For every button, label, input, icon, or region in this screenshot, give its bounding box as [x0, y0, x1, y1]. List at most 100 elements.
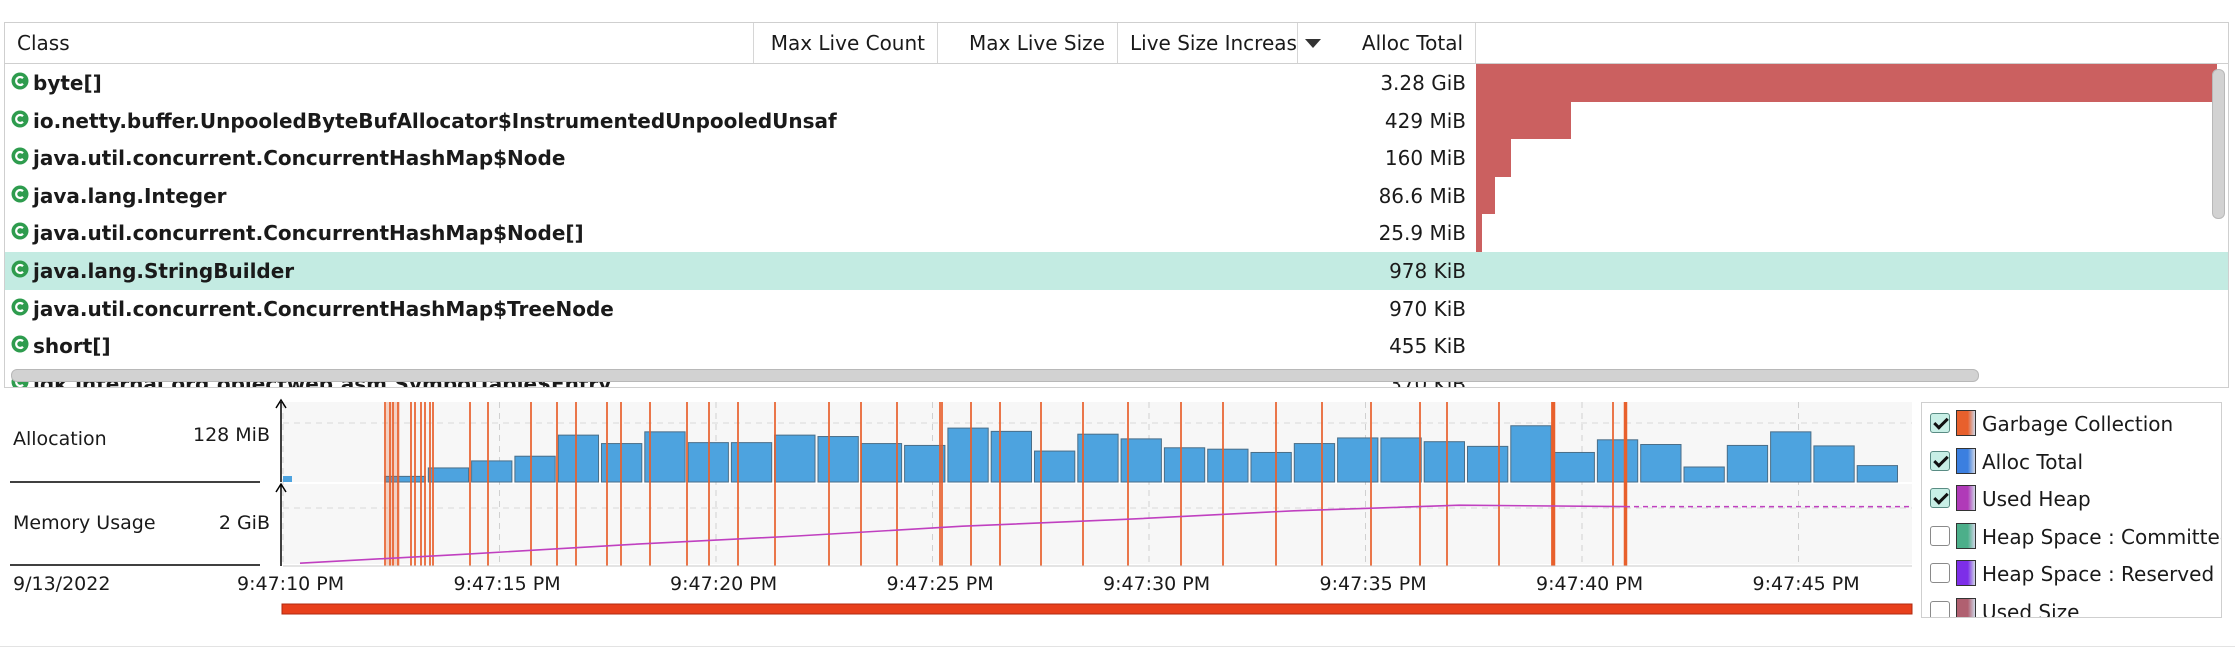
class-name: java.util.concurrent.ConcurrentHashMap$N… [33, 221, 584, 246]
class-icon [11, 185, 29, 203]
class-icon [11, 260, 29, 278]
table-row[interactable]: byte[] 3.28 GiB [5, 64, 2228, 102]
allocation-bar [427, 467, 470, 483]
memory-usage-lane-label: Memory Usage [13, 512, 156, 534]
axis-arrow [275, 398, 287, 409]
table-row[interactable]: short[] 455 KiB [5, 327, 2228, 365]
horizontal-scrollbar[interactable] [11, 369, 1979, 382]
legend-item[interactable]: Alloc Total [1922, 444, 2221, 481]
table-row[interactable]: java.util.concurrent.ConcurrentHashMap$N… [5, 139, 2228, 177]
allocation-bar [990, 430, 1033, 483]
legend-item[interactable]: Heap Space : Reserved Size [1922, 556, 2221, 593]
class-name: java.util.concurrent.ConcurrentHashMap$N… [33, 146, 566, 171]
table-row[interactable]: java.util.concurrent.ConcurrentHashMap$N… [5, 214, 2228, 252]
allocation-table: Class Max Live Count Max Live Size Live … [4, 22, 2229, 388]
legend-checkbox[interactable] [1930, 525, 1950, 546]
allocation-bar [860, 443, 903, 483]
bottom-divider [0, 646, 2235, 647]
time-tick-label: 9:47:25 PM [886, 573, 994, 595]
allocation-bar [817, 436, 859, 483]
axis-arrow [275, 482, 287, 493]
allocation-bar [1207, 448, 1249, 483]
allocation-bar [1467, 445, 1509, 483]
legend-swatch [1956, 410, 1976, 436]
allocation-bar [1683, 466, 1725, 483]
alloc-total-bar [1476, 214, 1482, 252]
legend-label: Heap Space : Committed Size [1982, 524, 2222, 549]
legend-item[interactable]: Heap Space : Committed Size [1922, 519, 2222, 556]
legend-swatch [1956, 485, 1976, 512]
legend-item[interactable]: Used Size [1922, 594, 2221, 618]
legend-item[interactable]: Used Heap [1922, 481, 2221, 518]
class-name: short[] [33, 334, 111, 359]
alloc-total-bar [1476, 139, 1511, 177]
legend-label: Used Size [1982, 600, 2080, 618]
alloc-total-bar [1476, 101, 1571, 140]
allocation-bar [1640, 444, 1682, 483]
allocation-bar [1856, 465, 1898, 483]
timeline-svg[interactable] [0, 398, 1920, 620]
column-header-live-size-increase[interactable]: Live Size Increase [1118, 23, 1298, 63]
legend-checkbox[interactable] [1930, 601, 1950, 617]
class-name: byte[] [33, 71, 102, 95]
table-row[interactable]: java.lang.StringBuilder 978 KiB [5, 252, 2228, 290]
column-header-class[interactable]: Class [5, 23, 754, 63]
allocation-bar [1726, 444, 1769, 483]
timeline-chart[interactable]: Allocation 128 MiB Memory Usage 2 GiB 9/… [0, 398, 1920, 620]
allocation-bar [1293, 443, 1336, 483]
sort-descending-icon[interactable] [1305, 39, 1321, 48]
vertical-scrollbar[interactable] [2212, 69, 2225, 219]
time-range-selector [281, 603, 1913, 615]
alloc-total-value: 3.28 GiB [1380, 71, 1466, 95]
allocation-bar [1510, 425, 1552, 483]
memory-usage-tick-label: 2 GiB [218, 512, 270, 534]
allocation-bar [1077, 433, 1119, 483]
legend-item[interactable]: Garbage Collection [1922, 406, 2221, 443]
allocation-bar [644, 431, 686, 483]
time-tick-label: 9:47:35 PM [1319, 573, 1427, 595]
legend-swatch [1956, 447, 1976, 474]
column-header-max-live-size[interactable]: Max Live Size [938, 23, 1118, 63]
class-icon [11, 110, 29, 128]
legend-label: Alloc Total [1982, 449, 2084, 474]
alloc-total-value: 25.9 MiB [1378, 221, 1466, 246]
memory-usage-plot-area [283, 484, 1912, 564]
alloc-total-value: 970 KiB [1389, 296, 1466, 321]
time-tick-label: 9:47:10 PM [237, 573, 345, 595]
allocation-bar [283, 476, 292, 482]
legend-swatch [1956, 560, 1976, 587]
alloc-total-bar [1476, 64, 2217, 102]
alloc-total-value: 429 MiB [1384, 108, 1466, 133]
class-name: java.lang.StringBuilder [33, 259, 295, 283]
allocation-tick-label: 128 MiB [192, 424, 270, 446]
column-header-alloc-total[interactable]: Alloc Total [1298, 23, 1476, 63]
allocation-bar [1596, 439, 1639, 483]
column-header-max-live-count[interactable]: Max Live Count [754, 23, 938, 63]
allocation-bar [947, 427, 989, 483]
table-row[interactable]: java.util.concurrent.ConcurrentHashMap$T… [5, 290, 2228, 328]
used-heap-line [299, 504, 1626, 564]
legend-checkbox[interactable] [1930, 450, 1950, 471]
legend-label: Garbage Collection [1982, 412, 2174, 436]
class-icon [11, 72, 29, 90]
legend-label: Heap Space : Reserved Size [1982, 562, 2221, 587]
allocation-bar [1380, 437, 1422, 483]
timeline-date: 9/13/2022 [13, 573, 111, 595]
time-tick-label: 9:47:15 PM [453, 573, 561, 595]
legend-checkbox[interactable] [1930, 413, 1950, 433]
allocation-bar [514, 455, 556, 483]
allocation-bar [1770, 431, 1812, 483]
legend-checkbox[interactable] [1930, 563, 1950, 584]
legend-checkbox[interactable] [1930, 488, 1950, 509]
allocation-bar [774, 434, 816, 483]
table-row[interactable]: io.netty.buffer.UnpooledByteBufAllocator… [5, 101, 2228, 140]
gc-event-band [386, 402, 400, 566]
time-tick-label: 9:47:30 PM [1103, 573, 1211, 595]
allocation-bar [1163, 447, 1206, 483]
class-name: java.util.concurrent.ConcurrentHashMap$T… [33, 296, 614, 321]
table-row[interactable]: java.lang.Integer 86.6 MiB [5, 176, 2228, 215]
series-legend: Garbage Collection Alloc Total Used Heap He… [1921, 402, 2222, 618]
allocation-lane-label: Allocation [13, 428, 107, 450]
alloc-total-value: 160 MiB [1384, 146, 1466, 171]
legend-label: Used Heap [1982, 487, 2091, 512]
